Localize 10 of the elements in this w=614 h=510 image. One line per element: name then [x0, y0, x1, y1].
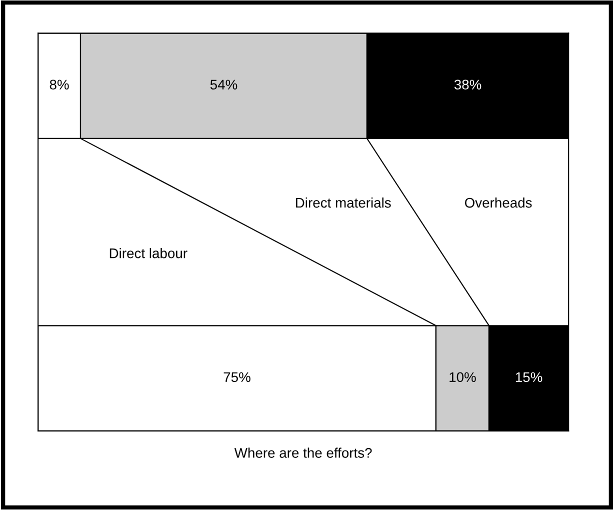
data-label: 8% — [50, 80, 69, 90]
data-label: 54% — [210, 80, 238, 90]
annotation: Direct labour — [110, 248, 188, 258]
x-axis-title: Where are the efforts? — [234, 448, 372, 458]
data-label: 15% — [516, 372, 542, 382]
annotation: Direct materials — [296, 197, 391, 208]
annotation: Overheads — [464, 197, 532, 208]
data-label: 75% — [224, 372, 250, 382]
data-label: 10% — [450, 372, 476, 382]
data-label: 38% — [454, 80, 482, 90]
